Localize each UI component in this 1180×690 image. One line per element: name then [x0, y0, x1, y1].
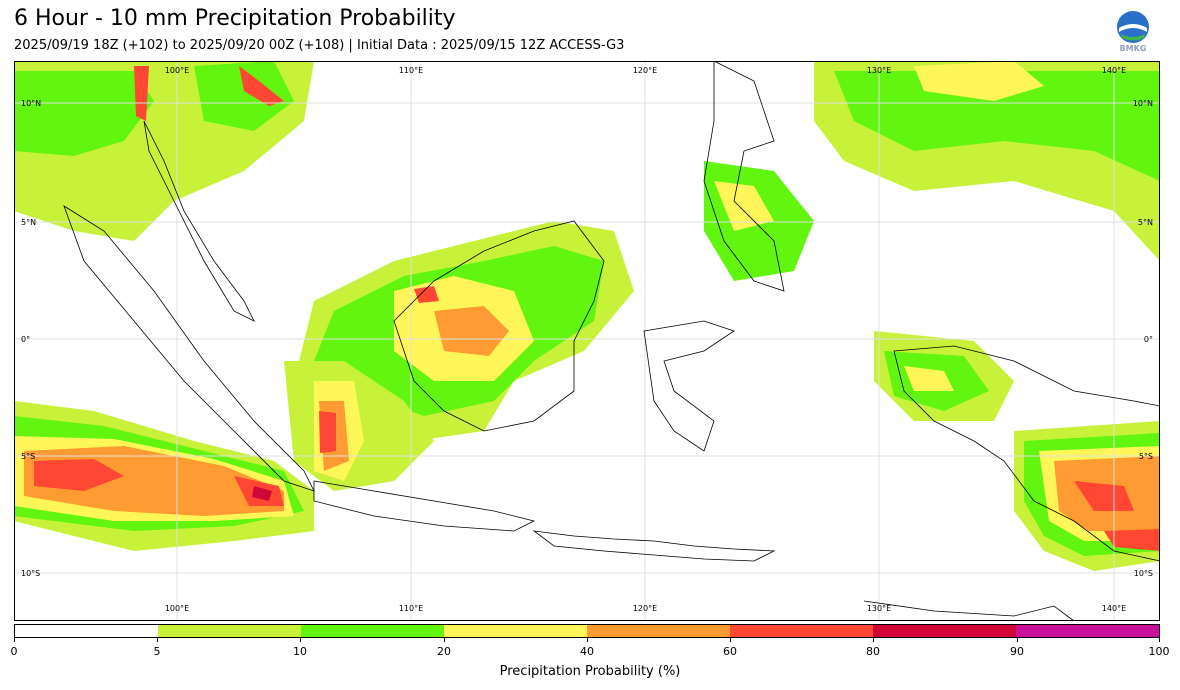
chart-subtitle: 2025/09/19 18Z (+102) to 2025/09/20 00Z … [14, 38, 625, 53]
precip-area-40 [239, 66, 284, 106]
bottom-lon-label: 100°E [165, 604, 189, 613]
colorbar [14, 624, 1160, 638]
chart-title: 6 Hour - 10 mm Precipitation Probability [14, 6, 456, 31]
precip-area-20 [904, 366, 954, 391]
bottom-lon-label: 140°E [1102, 604, 1126, 613]
map-frame [14, 61, 1160, 621]
precip-area-10 [834, 71, 1160, 181]
coastlines [63, 61, 1160, 621]
right-lat-label: 10°N [1133, 99, 1153, 108]
colorbar-tick: 60 [723, 645, 737, 658]
coastline-java [313, 480, 536, 532]
axis-labels: 100°E 110°E 120°E 130°E 140°E 100°E 110°… [21, 66, 1153, 613]
coastline-lesser-sunda [532, 530, 776, 562]
coastline-philippines [703, 61, 785, 292]
coastline-borneo [393, 220, 605, 432]
top-lon-label: 110°E [399, 66, 423, 75]
left-lat-label: 10°S [21, 569, 40, 578]
top-lon-label: 100°E [165, 66, 189, 75]
precip-area-20 [914, 61, 1044, 101]
colorbar-tick: 5 [153, 645, 161, 658]
colorbar-tick: 40 [580, 645, 594, 658]
logo-text: BMKG [1119, 44, 1147, 53]
top-lon-label: 130°E [867, 66, 891, 75]
colorbar-segment [1016, 625, 1159, 637]
left-lat-label: 10°N [21, 99, 41, 108]
graticule [14, 61, 1160, 621]
colorbar-segment [158, 625, 301, 637]
colorbar-label: Precipitation Probability (%) [499, 664, 681, 679]
right-lat-label: 0° [1144, 335, 1153, 344]
colorbar-segment [444, 625, 587, 637]
right-lat-label: 5°N [1138, 218, 1153, 227]
precip-area-60 [34, 459, 124, 491]
colorbar-segment [587, 625, 730, 637]
left-lat-label: 5°S [21, 452, 35, 461]
precip-area-10 [194, 61, 294, 131]
logo-stripe [1119, 24, 1147, 32]
right-lat-label: 5°S [1139, 452, 1153, 461]
precip-area-20 [714, 181, 774, 231]
logo-leaf [1121, 34, 1145, 41]
precip-area-60 [1104, 529, 1160, 551]
colorbar-segment [730, 625, 873, 637]
coastline-new-guinea [893, 345, 1160, 562]
precipitation-layer [14, 61, 1160, 571]
top-lon-label: 140°E [1102, 66, 1126, 75]
bmkg-logo [1117, 11, 1149, 43]
colorbar-tick: 100 [1148, 645, 1170, 658]
colorbar-tick: 10 [293, 645, 307, 658]
colorbar-tick: 90 [1010, 645, 1024, 658]
precip-area-40 [134, 66, 149, 121]
coastline-australia [863, 600, 1075, 621]
precip-area-60 [319, 411, 336, 453]
precip-area-10 [14, 71, 154, 156]
colorbar-segment [873, 625, 1016, 637]
left-lat-label: 5°N [21, 218, 36, 227]
coastline-malay-peninsula [143, 120, 255, 322]
precip-area-60 [414, 286, 439, 303]
precip-area-40 [434, 306, 509, 356]
coastline-sulawesi [643, 320, 735, 452]
bottom-lon-label: 110°E [399, 604, 423, 613]
precip-area-80 [252, 486, 272, 501]
colorbar-segment [15, 625, 158, 637]
bottom-lon-label: 130°E [867, 604, 891, 613]
top-lon-label: 120°E [633, 66, 657, 75]
colorbar-tick: 0 [10, 645, 18, 658]
bottom-lon-label: 120°E [633, 604, 657, 613]
colorbar-segment [301, 625, 444, 637]
colorbar-tick: 20 [437, 645, 451, 658]
left-lat-label: 0° [21, 335, 30, 344]
precipitation-map: 100°E 110°E 120°E 130°E 140°E 100°E 110°… [14, 61, 1160, 621]
right-lat-label: 10°S [1134, 569, 1153, 578]
colorbar-tick: 80 [866, 645, 880, 658]
precip-area-60 [1074, 481, 1134, 511]
